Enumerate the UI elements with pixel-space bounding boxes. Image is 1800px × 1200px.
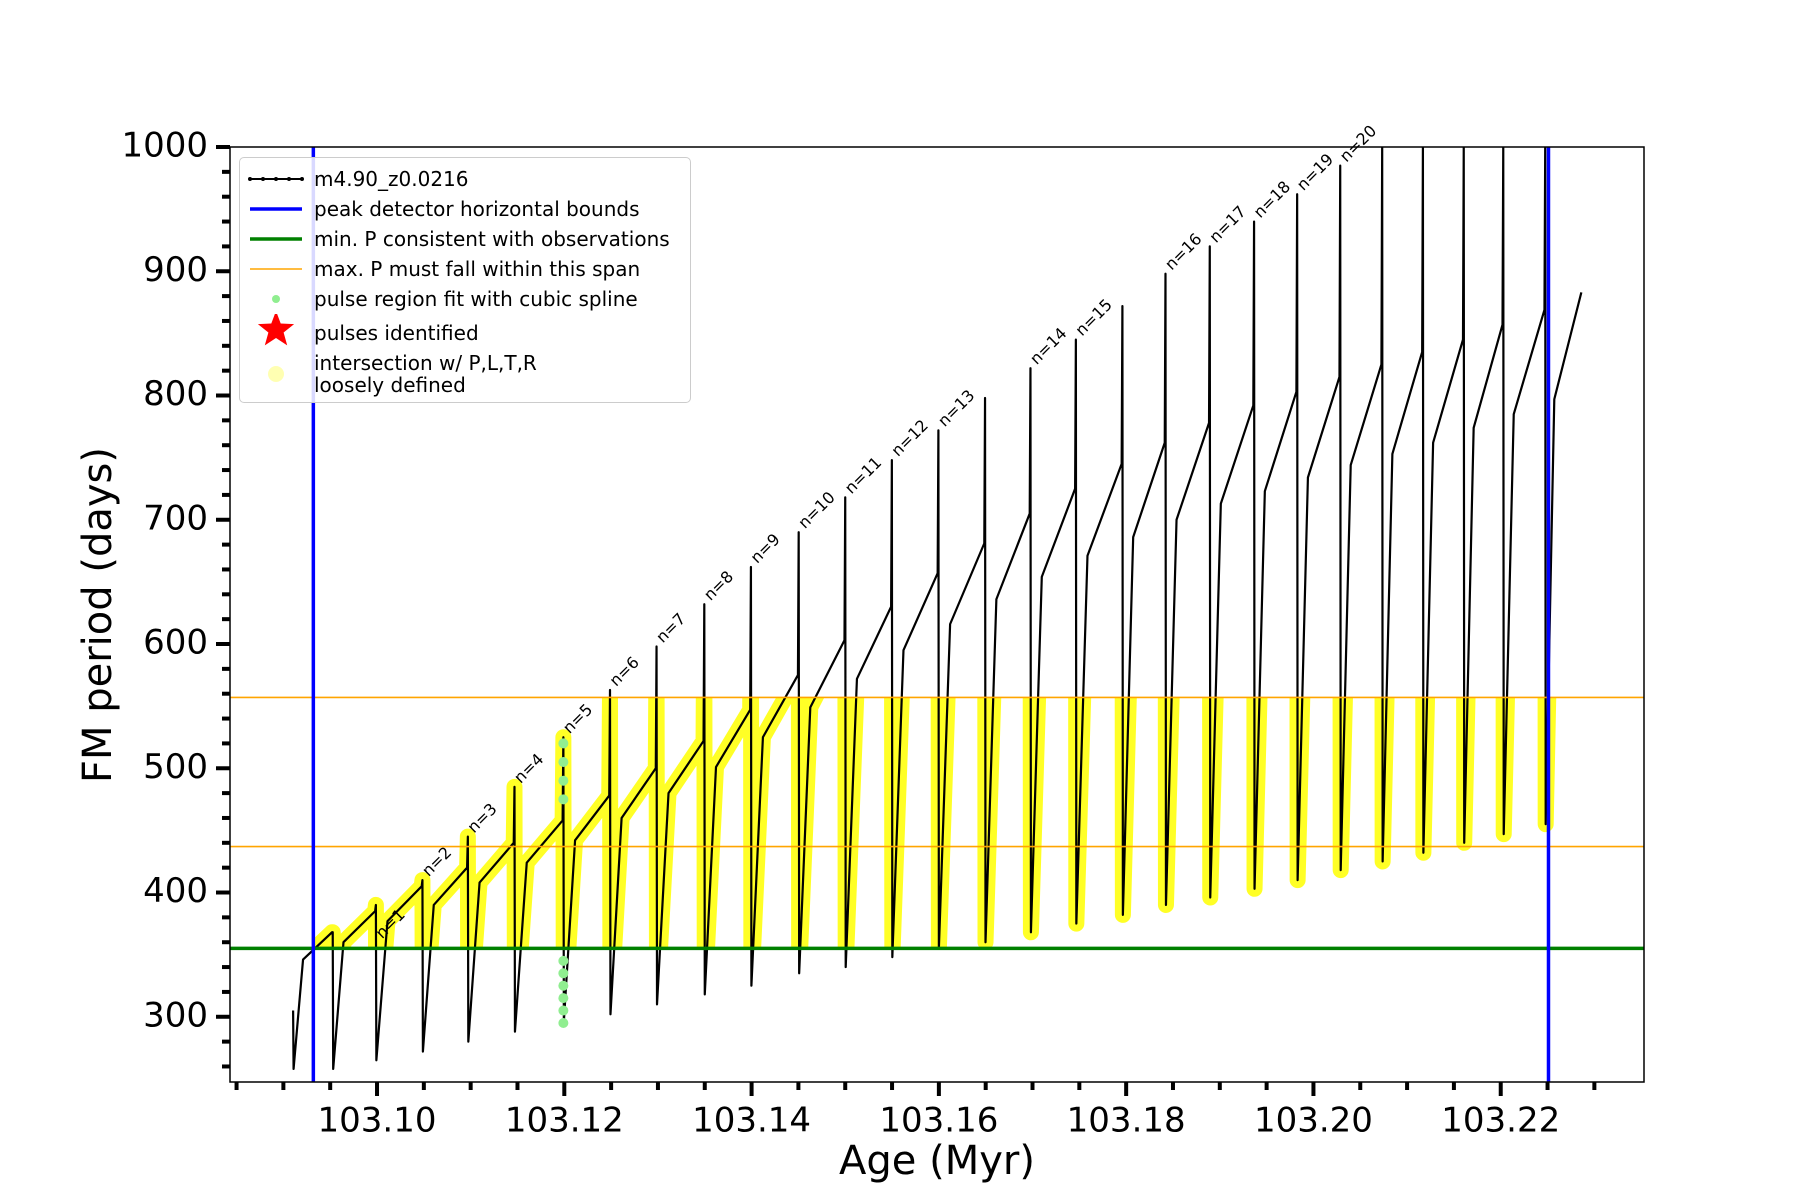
pulse-point [558, 980, 569, 991]
pulse-label: n=13 [934, 386, 978, 430]
pulse-label: n=6 [606, 653, 643, 690]
x-tick-label: 103.14 [692, 1101, 811, 1141]
y-tick-label: 900 [143, 250, 208, 290]
pulse-label: n=8 [700, 567, 737, 604]
legend-swatch [248, 177, 252, 181]
legend-label: max. P must fall within this span [314, 257, 641, 281]
legend-entry: pulses identified [240, 314, 690, 352]
pulse-point [558, 757, 569, 768]
y-tick-label: 800 [143, 374, 208, 414]
x-tick-label: 103.20 [1254, 1101, 1373, 1141]
pulse-label: n=14 [1026, 324, 1070, 368]
pulse-point [558, 993, 569, 1004]
pulse-label: n=20 [1336, 121, 1380, 165]
legend-entry: peak detector horizontal bounds [240, 194, 690, 224]
y-axis-label: FM period (days) [75, 447, 121, 783]
x-tick-label: 103.16 [879, 1101, 998, 1141]
pulse-label: n=12 [887, 416, 931, 460]
pulse-point [558, 738, 569, 749]
pulse-point [558, 1017, 569, 1028]
legend-label: intersection w/ P,L,T,R loosely defined [314, 351, 537, 397]
pulse-label: n=16 [1161, 229, 1205, 273]
pulse-point [558, 968, 569, 979]
legend-label: pulse region fit with cubic spline [314, 287, 638, 311]
pulse-label: n=18 [1250, 177, 1294, 221]
x-tick-label: 103.18 [1067, 1101, 1186, 1141]
legend-entry: pulse region fit with cubic spline [240, 284, 690, 314]
legend-label: peak detector horizontal bounds [314, 197, 640, 221]
pulse-label: n=15 [1071, 295, 1115, 339]
period-line [292, 147, 1583, 1071]
x-tick-label: 103.22 [1441, 1101, 1560, 1141]
legend-symbol [257, 314, 295, 346]
legend-label: pulses identified [314, 321, 479, 345]
legend-swatch [274, 177, 278, 181]
legend-label: m4.90_z0.0216 [314, 167, 469, 191]
pulse-label: n=19 [1293, 150, 1337, 194]
pulse-label: n=7 [652, 609, 689, 646]
legend-symbol [268, 366, 284, 382]
y-tick-label: 400 [143, 871, 208, 911]
legend-entry: min. P consistent with observations [240, 224, 690, 254]
x-tick-label: 103.12 [505, 1101, 624, 1141]
legend-entry: max. P must fall within this span [240, 254, 690, 284]
legend-symbol [250, 207, 302, 211]
legend-symbol [250, 237, 302, 241]
pulse-point [558, 794, 569, 805]
pulse-point [558, 1005, 569, 1016]
x-tick-label: 103.10 [318, 1101, 437, 1141]
x-axis-label: Age (Myr) [839, 1138, 1035, 1184]
legend-symbol [272, 295, 280, 303]
legend-entry: m4.90_z0.0216 [240, 164, 690, 194]
pulse-label: n=17 [1205, 202, 1249, 246]
plot-area [230, 147, 1644, 1082]
y-tick-label: 1000 [121, 126, 208, 166]
legend-swatch [287, 177, 291, 181]
pulse-label: n=11 [841, 453, 885, 497]
legend-symbol [248, 177, 304, 181]
pulse-label: n=10 [794, 488, 838, 532]
pulse-label: n=9 [747, 530, 784, 567]
legend-label: min. P consistent with observations [314, 227, 670, 251]
y-tick-label: 600 [143, 623, 208, 663]
pulse-point [558, 775, 569, 786]
legend-swatch [268, 366, 284, 382]
y-tick-label: 700 [143, 498, 208, 538]
pulse-point [558, 955, 569, 966]
legend-swatch [257, 314, 295, 346]
legend-swatch [272, 295, 280, 303]
legend-swatch [261, 177, 265, 181]
y-tick-label: 500 [143, 747, 208, 787]
legend-symbol [250, 268, 302, 270]
legend-swatch [300, 177, 304, 181]
legend-entry: intersection w/ P,L,T,R loosely defined [240, 352, 690, 396]
y-tick-label: 300 [143, 995, 208, 1035]
